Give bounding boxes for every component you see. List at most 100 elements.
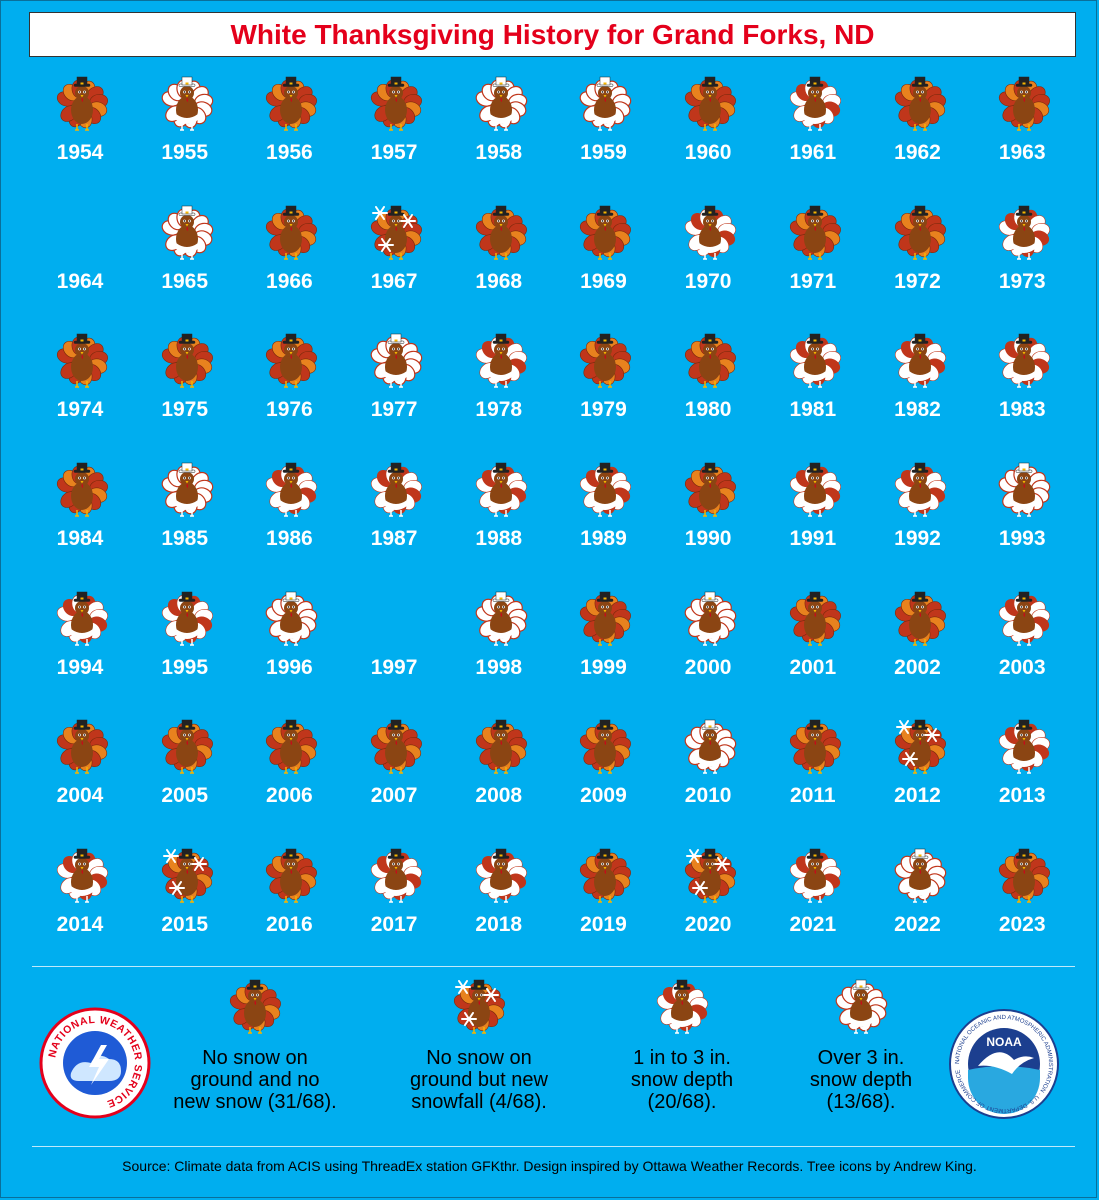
- year-cell-1992: 1992: [866, 460, 971, 589]
- turkey-icon: [999, 848, 1051, 903]
- year-cell-2018: 2018: [447, 846, 552, 975]
- turkey-legend-icon: [835, 979, 888, 1034]
- source-note: Source: Climate data from ACIS using Thr…: [122, 1158, 977, 1174]
- year-label: 1991: [789, 527, 837, 551]
- year-cell-2020: 2020: [656, 846, 761, 975]
- legend-item-new: No snow on ground but new snowfall (4/68).: [384, 977, 574, 1113]
- year-cell-1961: 1961: [761, 74, 866, 203]
- year-label: 1982: [894, 398, 941, 422]
- year-label: 1962: [894, 141, 941, 164]
- turkey-icon: [161, 462, 213, 517]
- turkey-icon: [789, 848, 841, 903]
- legend-item-deep: Over 3 in. snow depth (13/68).: [766, 977, 956, 1113]
- turkey-icon: [266, 205, 318, 260]
- turkey-icon: [161, 76, 213, 131]
- turkey-icon: [789, 720, 841, 775]
- year-label: 2022: [894, 913, 941, 937]
- year-cell-1995: 1995: [133, 589, 238, 718]
- turkey-icon: [684, 591, 737, 646]
- year-cell-1986: 1986: [237, 460, 342, 589]
- year-label: 2002: [894, 655, 941, 679]
- turkey-icon: [999, 205, 1051, 260]
- turkey-icon: [475, 591, 527, 646]
- year-cell-1958: 1958: [447, 74, 552, 203]
- year-cell-1988: 1988: [447, 460, 552, 589]
- year-cell-2002: 2002: [866, 589, 971, 718]
- year-label: 1974: [56, 398, 104, 422]
- year-cell-2019: 2019: [551, 846, 656, 975]
- year-label: 2013: [998, 784, 1046, 808]
- year-cell-1989: 1989: [551, 460, 656, 589]
- turkey-icon: [894, 76, 946, 131]
- year-label: 1992: [894, 527, 941, 551]
- year-cell-1993: 1993: [970, 460, 1075, 589]
- year-cell-1978: 1978: [447, 331, 552, 460]
- year-label: 1968: [475, 269, 523, 293]
- year-label: 2018: [475, 913, 523, 937]
- year-label: 2017: [370, 913, 418, 937]
- turkey-icon: [370, 205, 423, 260]
- year-label: 1956: [266, 141, 313, 164]
- year-cell-2021: 2021: [761, 846, 866, 975]
- year-cell-1954: 1954: [28, 74, 133, 203]
- year-label: 2010: [684, 784, 732, 808]
- turkey-icon: [894, 848, 946, 903]
- year-label: 2009: [580, 784, 627, 808]
- year-cell-1975: 1975: [133, 331, 238, 460]
- year-label: 1985: [161, 527, 209, 551]
- year-label: 1965: [161, 269, 209, 293]
- year-label: 2007: [370, 784, 418, 808]
- turkey-icon: [266, 720, 318, 775]
- year-label: 1977: [370, 398, 418, 422]
- year-label: 2011: [790, 784, 836, 808]
- turkey-icon: [266, 334, 318, 389]
- year-label: 2001: [789, 655, 837, 679]
- legend-label-line: No snow on: [426, 1047, 532, 1069]
- year-label: 1973: [998, 269, 1046, 293]
- turkey-icon: [161, 205, 213, 260]
- year-cell-2017: 2017: [342, 846, 447, 975]
- turkey-icon: [475, 462, 527, 517]
- year-cell-1972: 1972: [866, 203, 971, 332]
- legend-item-none: No snow on ground and no new snow (31/68).: [160, 977, 350, 1113]
- year-label: 2012: [894, 784, 941, 808]
- turkey-icon: [789, 591, 841, 646]
- year-label: 1993: [998, 527, 1046, 551]
- year-label: 2003: [998, 655, 1046, 679]
- turkey-icon: [161, 334, 213, 389]
- noaa-logo: NOAA NATIONAL OCEANIC AND ATMOSPHERIC AD…: [949, 1009, 1059, 1119]
- turkey-icon: [684, 720, 737, 775]
- turkey-icon: [789, 462, 841, 517]
- year-label: 1963: [998, 141, 1046, 164]
- turkey-icon: [999, 591, 1051, 646]
- turkey-icon: [370, 76, 423, 131]
- legend-label-line: snowfall (4/68).: [411, 1091, 547, 1113]
- year-label: 1981: [789, 398, 837, 422]
- turkey-icon: [580, 720, 632, 775]
- turkey-icon: [161, 720, 213, 775]
- year-label: 2006: [266, 784, 313, 808]
- year-label: 1960: [684, 141, 732, 164]
- turkey-legend-icon: [229, 979, 281, 1034]
- year-cell-2014: 2014: [28, 846, 133, 975]
- year-cell-1998: 1998: [447, 589, 552, 718]
- year-label: 1957: [370, 141, 418, 164]
- year-label: 1988: [475, 527, 523, 551]
- year-label: 1966: [266, 269, 313, 293]
- turkey-icon: [475, 76, 527, 131]
- year-cell-2016: 2016: [237, 846, 342, 975]
- legend-label-line: Over 3 in.: [817, 1047, 905, 1069]
- year-cell-1977: 1977: [342, 331, 447, 460]
- legend-label: No snow on ground and no new snow (31/68).: [160, 1047, 350, 1113]
- turkey-icon: [475, 205, 527, 260]
- turkey-icon: [475, 848, 527, 903]
- year-cell-2001: 2001: [761, 589, 866, 718]
- year-label: 2004: [56, 784, 104, 808]
- year-label: 1958: [475, 141, 523, 164]
- year-label: 1972: [894, 269, 941, 293]
- year-label: 1989: [580, 527, 627, 551]
- year-cell-1956: 1956: [237, 74, 342, 203]
- turkey-icon: [685, 848, 737, 903]
- year-label: 1980: [684, 398, 732, 422]
- legend-label-line: 1 in to 3 in.: [633, 1047, 731, 1069]
